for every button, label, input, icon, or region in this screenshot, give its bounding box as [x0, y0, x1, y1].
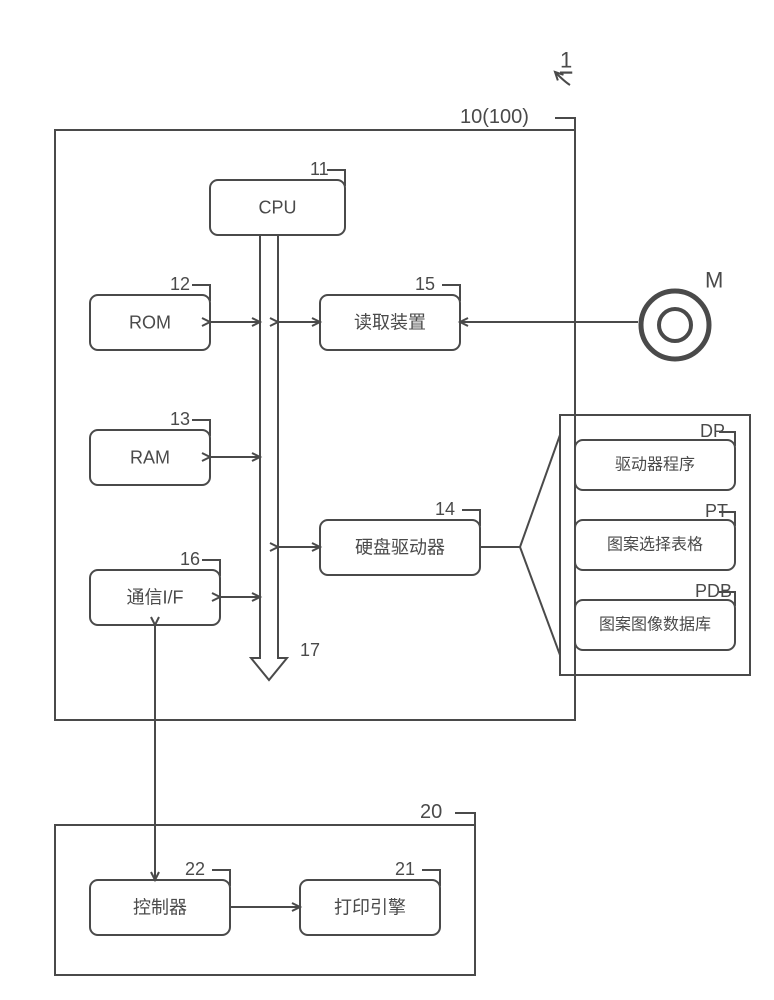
- svg-text:M: M: [705, 268, 723, 293]
- svg-text:打印引擎: 打印引擎: [334, 898, 406, 918]
- svg-text:21: 21: [395, 859, 415, 879]
- svg-text:控制器: 控制器: [133, 898, 187, 918]
- svg-text:22: 22: [185, 859, 205, 879]
- svg-text:12: 12: [170, 274, 190, 294]
- svg-text:ROM: ROM: [129, 313, 171, 333]
- svg-text:11: 11: [310, 159, 329, 179]
- svg-text:读取装置: 读取装置: [354, 313, 426, 333]
- disc-icon: [641, 291, 709, 359]
- svg-text:RAM: RAM: [130, 448, 170, 468]
- svg-text:1: 1: [560, 48, 572, 73]
- svg-text:硬盘驱动器: 硬盘驱动器: [355, 538, 445, 558]
- svg-text:13: 13: [170, 409, 190, 429]
- svg-text:CPU: CPU: [258, 198, 296, 218]
- svg-text:通信I/F: 通信I/F: [127, 588, 184, 608]
- svg-text:驱动器程序: 驱动器程序: [615, 456, 695, 474]
- svg-text:10(100): 10(100): [460, 106, 529, 128]
- svg-text:图案图像数据库: 图案图像数据库: [599, 616, 711, 634]
- svg-text:17: 17: [300, 640, 320, 660]
- svg-text:14: 14: [435, 499, 455, 519]
- svg-text:16: 16: [180, 549, 200, 569]
- svg-text:15: 15: [415, 274, 435, 294]
- svg-text:20: 20: [420, 801, 442, 823]
- svg-text:图案选择表格: 图案选择表格: [607, 536, 703, 554]
